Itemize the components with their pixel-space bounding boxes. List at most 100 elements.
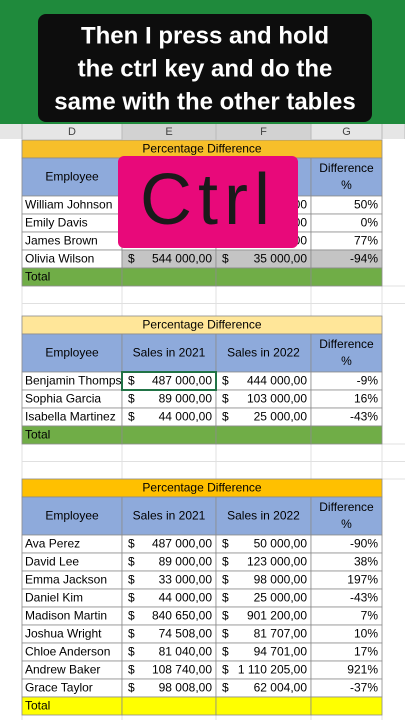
amount: 1 110 205,00 <box>238 663 308 677</box>
amount: 487 000,00 <box>152 537 212 551</box>
employee-name: Grace Taylor <box>25 681 93 695</box>
difference: -43% <box>350 591 378 605</box>
currency-symbol: $ <box>222 537 229 551</box>
currency-symbol: $ <box>222 392 229 406</box>
amount: 74 508,00 <box>159 627 213 641</box>
column-header: G <box>342 126 351 138</box>
currency-symbol: $ <box>222 555 229 569</box>
header-text: Sales in 2021 <box>133 346 206 360</box>
currency-symbol: $ <box>222 591 229 605</box>
currency-symbol: $ <box>128 573 135 587</box>
amount: 487 000,00 <box>152 374 212 388</box>
amount: 123 000,00 <box>247 555 307 569</box>
amount: 44 000,00 <box>159 410 213 424</box>
currency-symbol: $ <box>222 663 229 677</box>
employee-name: Benjamin Thomps <box>25 374 122 388</box>
header-text: % <box>341 517 352 531</box>
currency-symbol: $ <box>128 681 135 695</box>
amount: 544 000,00 <box>152 252 212 266</box>
amount: 33 000,00 <box>159 573 213 587</box>
cell <box>121 696 217 716</box>
header-text: Employee <box>45 170 99 184</box>
difference: 17% <box>354 645 378 659</box>
column-header: F <box>260 126 267 138</box>
cell <box>215 267 312 287</box>
difference: 7% <box>361 609 379 623</box>
difference: 921% <box>347 663 378 677</box>
cell <box>121 267 217 287</box>
employee-name: James Brown <box>25 234 98 248</box>
amount: 94 701,00 <box>254 645 308 659</box>
column-header: E <box>165 126 172 138</box>
cell <box>310 425 383 445</box>
total-label: Total <box>25 428 50 442</box>
amount: 444 000,00 <box>247 374 307 388</box>
header-text: % <box>341 354 352 368</box>
caption-line: same with the other tables <box>54 88 355 115</box>
currency-symbol: $ <box>128 627 135 641</box>
cell <box>310 496 383 536</box>
header-text: Sales in 2022 <box>227 509 300 523</box>
currency-symbol: $ <box>222 374 229 388</box>
currency-symbol: $ <box>128 374 135 388</box>
amount: 25 000,00 <box>254 410 308 424</box>
employee-name: Chloe Anderson <box>25 645 110 659</box>
difference: 197% <box>347 573 378 587</box>
cell <box>310 267 383 287</box>
currency-symbol: $ <box>222 681 229 695</box>
table-title: Percentage Difference <box>142 481 262 495</box>
cell <box>21 496 123 536</box>
employee-name: Sophia Garcia <box>25 392 101 406</box>
employee-name: Olivia Wilson <box>25 252 94 266</box>
employee-name: Ava Perez <box>25 537 80 551</box>
amount: 81 707,00 <box>254 627 308 641</box>
employee-name: Isabella Martinez <box>25 410 116 424</box>
cell <box>310 157 383 197</box>
cell <box>310 696 383 716</box>
table-title: Percentage Difference <box>142 318 262 332</box>
currency-symbol: $ <box>222 627 229 641</box>
amount: 89 000,00 <box>159 392 213 406</box>
employee-name: Daniel Kim <box>25 591 83 605</box>
employee-name: Emma Jackson <box>25 573 107 587</box>
header-text: Employee <box>45 509 99 523</box>
amount: 44 000,00 <box>159 591 213 605</box>
amount: 98 008,00 <box>159 681 213 695</box>
amount: 81 040,00 <box>159 645 213 659</box>
difference: 77% <box>354 234 378 248</box>
difference: 10% <box>354 627 378 641</box>
selected-cell <box>121 371 217 391</box>
amount: 840 650,00 <box>152 609 212 623</box>
cell <box>21 333 123 373</box>
currency-symbol: $ <box>222 252 229 266</box>
header-text: Difference <box>319 337 374 351</box>
employee-name: Emily Davis <box>25 216 88 230</box>
difference: 16% <box>354 392 378 406</box>
currency-symbol: $ <box>128 252 135 266</box>
header-text: Employee <box>45 346 99 360</box>
currency-symbol: $ <box>128 537 135 551</box>
currency-symbol: $ <box>128 555 135 569</box>
difference: -43% <box>350 410 378 424</box>
header-text: % <box>341 178 352 192</box>
difference: -37% <box>350 681 378 695</box>
currency-symbol: $ <box>222 573 229 587</box>
amount: 50 000,00 <box>254 537 308 551</box>
amount: 103 000,00 <box>247 392 307 406</box>
caption-line: the ctrl key and do the <box>78 55 333 82</box>
difference: 0% <box>361 216 379 230</box>
amount: 108 740,00 <box>152 663 212 677</box>
header-text: Sales in 2021 <box>133 509 206 523</box>
total-label: Total <box>25 699 50 713</box>
currency-symbol: $ <box>128 645 135 659</box>
employee-name: Joshua Wright <box>25 627 102 641</box>
caption-box <box>38 14 372 122</box>
currency-symbol: $ <box>222 609 229 623</box>
header-text: Difference <box>319 161 374 175</box>
currency-symbol: $ <box>128 663 135 677</box>
currency-symbol: $ <box>128 410 135 424</box>
amount: 62 004,00 <box>254 681 308 695</box>
difference: 50% <box>354 198 378 212</box>
